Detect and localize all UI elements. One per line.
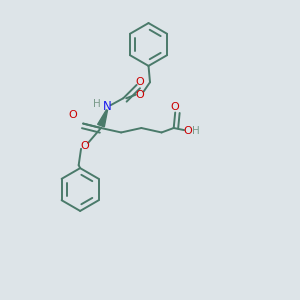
- Text: H: H: [191, 126, 199, 136]
- Text: O: O: [184, 126, 192, 136]
- Text: O: O: [170, 102, 179, 112]
- Text: O: O: [69, 110, 77, 120]
- Text: O: O: [80, 141, 89, 151]
- Text: O: O: [135, 90, 144, 100]
- Polygon shape: [98, 110, 107, 127]
- Text: N: N: [103, 100, 111, 113]
- Text: O: O: [136, 77, 145, 87]
- Text: H: H: [93, 99, 101, 109]
